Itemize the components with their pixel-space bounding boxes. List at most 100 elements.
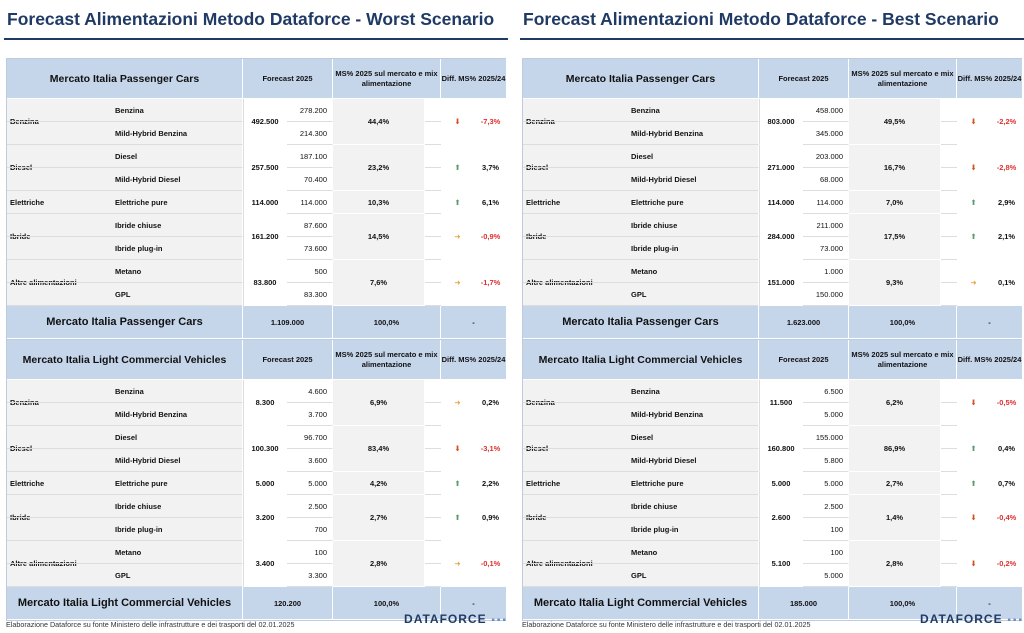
- source-note: Elaborazione Dataforce su fonte Minister…: [6, 620, 295, 629]
- title-rule: [520, 38, 1024, 40]
- category-ms: 14,5%: [333, 214, 425, 260]
- arrow-down-icon: ⬇: [957, 145, 991, 191]
- footer-diff: -: [957, 306, 1023, 339]
- sub-value: 2.500: [287, 495, 333, 518]
- sub-value: 150.000: [803, 283, 849, 306]
- category-diff: 6,1%: [475, 191, 507, 214]
- sub-label: Benzina: [523, 380, 759, 403]
- panel-best-scenario: Forecast Alimentazioni Metodo Dataforce …: [520, 0, 1024, 633]
- header-ms: MS% 2025 sul mercato e mix alimentazione: [333, 59, 441, 99]
- footer-total: 1.109.000: [243, 306, 333, 339]
- category-ms: 1,4%: [849, 495, 941, 541]
- sub-value: 70.400: [287, 168, 333, 191]
- sub-label: Ibride chiuse: [7, 214, 243, 237]
- category-total: 2.600: [759, 495, 803, 541]
- sub-label: Benzina: [7, 380, 243, 403]
- dataforce-logo: DATAFORCE ▪▪▪: [404, 612, 508, 626]
- sub-value: 100: [803, 541, 849, 564]
- arrow-down-icon: ⬇: [957, 99, 991, 145]
- header-market: Mercato Italia Light Commercial Vehicles: [7, 340, 243, 380]
- category-ms: 4,2%: [333, 472, 425, 495]
- header-diff: Diff. MS% 2025/24: [441, 59, 507, 99]
- sub-value: 100: [287, 541, 333, 564]
- sub-label: Mild-Hybrid Diesel: [7, 168, 243, 191]
- category-ms: 44,4%: [333, 99, 425, 145]
- category-diff: -0,9%: [475, 214, 507, 260]
- arrow-down-icon: ⬇: [441, 426, 475, 472]
- arrow-up-icon: ⬆: [957, 191, 991, 214]
- arrow-down-icon: ⬇: [957, 495, 991, 541]
- sub-value: 3.300: [287, 564, 333, 587]
- panel-title: Forecast Alimentazioni Metodo Dataforce …: [523, 9, 999, 29]
- sub-value: 5.000: [803, 403, 849, 426]
- sub-value: 114.000: [803, 191, 849, 214]
- sub-label: Diesel: [523, 426, 759, 449]
- header-market: Mercato Italia Passenger Cars: [523, 59, 759, 99]
- category-ms: 83,4%: [333, 426, 425, 472]
- sub-label: Metano: [7, 541, 243, 564]
- sub-label: Diesel: [7, 145, 243, 168]
- forecast-table: Mercato Italia Light Commercial Vehicles…: [6, 339, 507, 621]
- category-ms: 2,8%: [849, 541, 941, 587]
- arrow-up-icon: ⬆: [441, 495, 475, 541]
- category-diff: 2,9%: [991, 191, 1023, 214]
- sub-label: Mild-Hybrid Benzina: [7, 403, 243, 426]
- sub-label: Mild-Hybrid Diesel: [523, 168, 759, 191]
- category-diff: -0,2%: [991, 541, 1023, 587]
- sub-value: 155.000: [803, 426, 849, 449]
- header-ms: MS% 2025 sul mercato e mix alimentazione: [333, 340, 441, 380]
- category-diff: 0,1%: [991, 260, 1023, 306]
- header-ms: MS% 2025 sul mercato e mix alimentazione: [849, 59, 957, 99]
- sub-value: 500: [287, 260, 333, 283]
- footer-label: Mercato Italia Light Commercial Vehicles: [523, 587, 759, 620]
- sub-label: Elettriche pure: [7, 191, 243, 214]
- category-total: 271.000: [759, 145, 803, 191]
- sub-label: GPL: [7, 564, 243, 587]
- sub-label: Metano: [523, 541, 759, 564]
- sub-label: Mild-Hybrid Benzina: [523, 403, 759, 426]
- sub-label: Benzina: [7, 99, 243, 122]
- table-grid: Mercato Italia Light Commercial Vehicles…: [523, 340, 1023, 620]
- footer-total: 185.000: [759, 587, 849, 620]
- category-total: 803.000: [759, 99, 803, 145]
- sub-label: Metano: [7, 260, 243, 283]
- category-ms: 6,2%: [849, 380, 941, 426]
- category-total: 3.400: [243, 541, 287, 587]
- category-total: 492.500: [243, 99, 287, 145]
- sub-value: 68.000: [803, 168, 849, 191]
- category-ms: 2,7%: [849, 472, 941, 495]
- sub-label: Elettriche pure: [523, 191, 759, 214]
- sub-label: Diesel: [7, 426, 243, 449]
- table-grid: Mercato Italia Passenger Cars Forecast 20…: [523, 59, 1023, 339]
- sub-label: Ibride plug-in: [7, 518, 243, 541]
- sub-value: 345.000: [803, 122, 849, 145]
- category-diff: -7,3%: [475, 99, 507, 145]
- category-ms: 10,3%: [333, 191, 425, 214]
- sub-label: Ibride plug-in: [7, 237, 243, 260]
- category-diff: -1,7%: [475, 260, 507, 306]
- sub-value: 114.000: [287, 191, 333, 214]
- category-ms: 23,2%: [333, 145, 425, 191]
- logo-dots: ▪▪▪: [1002, 615, 1024, 626]
- category-name: Ibride: [7, 495, 243, 541]
- sub-value: 700: [287, 518, 333, 541]
- sub-value: 278.200: [287, 99, 333, 122]
- panel-title: Forecast Alimentazioni Metodo Dataforce …: [7, 9, 495, 29]
- sub-label: GPL: [7, 283, 243, 306]
- table-grid: Mercato Italia Passenger Cars Forecast 20…: [7, 59, 507, 339]
- sub-value: 4.600: [287, 380, 333, 403]
- sub-label: Mild-Hybrid Diesel: [7, 449, 243, 472]
- footer-ms: 100,0%: [333, 306, 441, 339]
- footer-label: Mercato Italia Light Commercial Vehicles: [7, 587, 243, 620]
- footer-total: 120.200: [243, 587, 333, 620]
- sub-value: 83.300: [287, 283, 333, 306]
- sub-label: Ibride chiuse: [7, 495, 243, 518]
- header-forecast: Forecast 2025: [759, 340, 849, 380]
- category-diff: 3,7%: [475, 145, 507, 191]
- sub-label: Mild-Hybrid Diesel: [523, 449, 759, 472]
- sub-label: Mild-Hybrid Benzina: [523, 122, 759, 145]
- category-diff: -0,1%: [475, 541, 507, 587]
- arrow-right-icon: ➜: [441, 380, 475, 426]
- category-diff: 2,1%: [991, 214, 1023, 260]
- category-total: 100.300: [243, 426, 287, 472]
